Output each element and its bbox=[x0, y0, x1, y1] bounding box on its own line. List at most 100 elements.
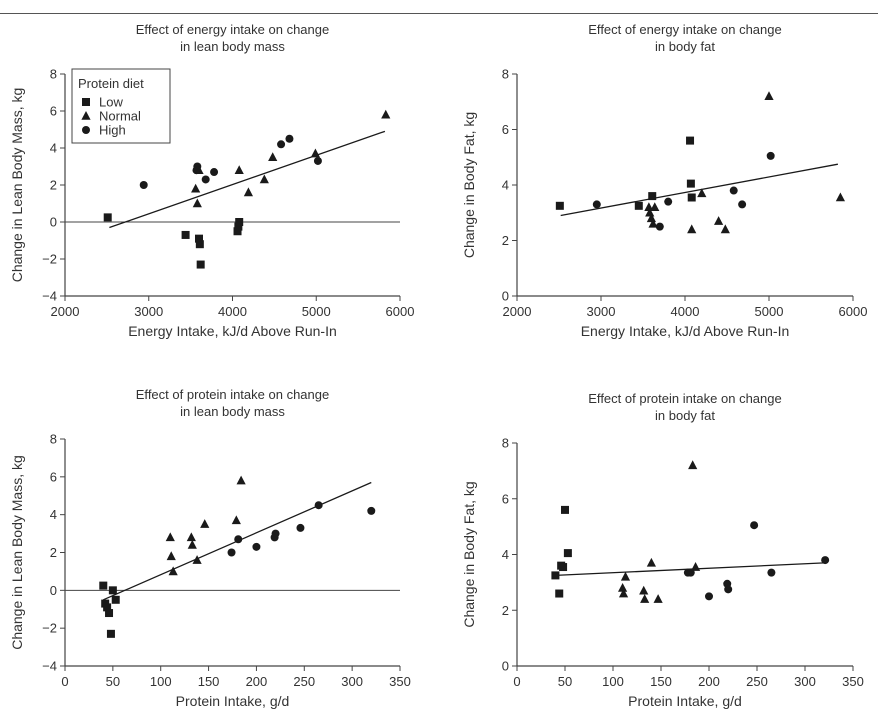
chart-2-point-high bbox=[314, 501, 323, 510]
chart-0-x-tick-label: 6000 bbox=[386, 304, 415, 319]
chart-1-point-low bbox=[555, 201, 564, 210]
chart-3-point-high bbox=[724, 585, 733, 594]
chart-1-point-normal bbox=[645, 207, 655, 217]
chart-3-x-tick-label: 350 bbox=[842, 674, 864, 689]
chart-3-point-normal bbox=[618, 588, 629, 598]
chart-3-y-tick-label: 6 bbox=[502, 491, 509, 506]
chart-2-y-tick-label: −4 bbox=[42, 659, 57, 674]
chart-1-series-low bbox=[555, 136, 696, 210]
chart-1-point-high bbox=[766, 151, 775, 160]
chart-3-title-line-0: Effect of protein intake on change bbox=[588, 391, 781, 406]
chart-2-x-axis-label: Protein Intake, g/d bbox=[176, 693, 290, 709]
chart-0-point-normal bbox=[192, 198, 202, 208]
chart-1-point-normal bbox=[687, 224, 697, 234]
chart-2-y-tick-label: 8 bbox=[50, 432, 57, 447]
chart-2-x-tick-label: 0 bbox=[61, 674, 68, 689]
chart-2-point-normal bbox=[236, 475, 246, 485]
chart-2-point-low bbox=[103, 603, 112, 612]
chart-1-y-tick-label: 4 bbox=[502, 178, 509, 193]
chart-2-panel: Effect of protein intake on change in lea… bbox=[9, 387, 411, 709]
chart-0-point-low bbox=[103, 213, 112, 222]
chart-0-trend-line bbox=[109, 130, 386, 229]
chart-0-y-tick-label: 2 bbox=[50, 178, 57, 193]
chart-0-y-axis-label: Change in Lean Body Mass, kg bbox=[9, 88, 25, 283]
chart-1-title-line-0: Effect of energy intake on change bbox=[588, 22, 781, 37]
chart-0-title-line-0: Effect of energy intake on change bbox=[136, 22, 329, 37]
chart-2-point-normal bbox=[200, 519, 210, 528]
chart-3-x-tick-label: 100 bbox=[602, 674, 624, 689]
chart-1-point-high bbox=[729, 186, 738, 195]
chart-2-title-line-1: in lean body mass bbox=[180, 404, 285, 419]
chart-0-title-line-1: in lean body mass bbox=[180, 39, 285, 54]
chart-0-x-axis-label: Energy Intake, kJ/d Above Run-In bbox=[128, 323, 337, 339]
chart-2-x-tick-label: 300 bbox=[341, 674, 363, 689]
chart-0-point-low bbox=[235, 218, 244, 226]
chart-2-point-low bbox=[111, 595, 120, 604]
chart-1-point-high bbox=[738, 200, 747, 209]
chart-0-point-high bbox=[201, 175, 210, 184]
chart-1-point-normal bbox=[650, 202, 660, 211]
chart-1-y-tick-label: 6 bbox=[502, 122, 509, 137]
chart-3-point-low bbox=[561, 505, 569, 514]
chart-0-point-high bbox=[139, 181, 148, 189]
chart-3-point-high bbox=[686, 568, 695, 577]
chart-0-legend-low-icon bbox=[82, 98, 90, 106]
chart-0-x-tick-label: 3000 bbox=[134, 304, 163, 319]
chart-1-point-low bbox=[648, 192, 657, 201]
chart-3-point-normal bbox=[690, 562, 701, 571]
chart-2-point-high bbox=[234, 535, 243, 544]
chart-1-x-tick-label: 2000 bbox=[503, 304, 532, 319]
chart-3-point-normal bbox=[618, 582, 628, 592]
chart-1-trend-line bbox=[560, 163, 838, 217]
chart-2-point-high bbox=[252, 542, 261, 551]
chart-3-point-low bbox=[555, 589, 564, 598]
chart-3-point-high bbox=[767, 568, 776, 577]
chart-0-point-high bbox=[193, 162, 202, 171]
chart-1-point-low bbox=[686, 179, 695, 188]
chart-0-legend-high-label: High bbox=[99, 123, 126, 138]
chart-1-series-high bbox=[592, 151, 775, 231]
chart-1-point-normal bbox=[835, 192, 845, 202]
chart-2-point-low bbox=[99, 581, 108, 590]
chart-1-point-high bbox=[655, 222, 664, 231]
chart-3-y-axis-label: Change in Body Fat, kg bbox=[461, 481, 477, 627]
chart-3-x-tick-label: 50 bbox=[558, 674, 572, 689]
chart-0-y-tick-label: 8 bbox=[50, 67, 57, 82]
chart-0-legend-title: Protein diet bbox=[78, 76, 144, 91]
chart-2-title-line-0: Effect of protein intake on change bbox=[136, 387, 329, 402]
chart-1-point-normal bbox=[644, 202, 654, 211]
chart-0-y-tick-label: −2 bbox=[42, 252, 57, 267]
chart-3-series-normal bbox=[618, 460, 701, 603]
chart-1-point-normal bbox=[648, 218, 658, 228]
chart-0-point-low bbox=[195, 240, 204, 249]
chart-2-y-tick-label: 2 bbox=[50, 545, 57, 560]
chart-1-point-high bbox=[664, 197, 673, 206]
chart-3-series-high bbox=[683, 521, 830, 601]
chart-3-panel: Effect of protein intake on change in bod… bbox=[461, 391, 864, 709]
chart-0-legend-high-icon bbox=[82, 126, 90, 134]
chart-3-point-high bbox=[705, 592, 713, 601]
chart-2-y-tick-label: 4 bbox=[50, 507, 57, 522]
chart-1-y-tick-label: 2 bbox=[502, 233, 509, 248]
chart-1-point-low bbox=[686, 136, 695, 145]
chart-0-point-normal bbox=[191, 183, 201, 193]
chart-0-point-normal bbox=[381, 109, 391, 119]
chart-2-x-tick-label: 150 bbox=[198, 674, 220, 689]
chart-2-y-axis-label: Change in Lean Body Mass, kg bbox=[9, 455, 25, 650]
chart-2-point-normal bbox=[186, 532, 196, 542]
chart-0-point-high bbox=[285, 134, 294, 143]
chart-0-point-normal bbox=[259, 174, 269, 184]
chart-0-x-tick-label: 2000 bbox=[51, 304, 80, 319]
chart-3-x-axis-label: Protein Intake, g/d bbox=[628, 693, 742, 709]
chart-3-point-normal bbox=[640, 594, 650, 603]
chart-2-y-tick-label: 0 bbox=[50, 583, 57, 598]
chart-0-x-tick-label: 5000 bbox=[302, 304, 331, 319]
chart-3-point-normal bbox=[653, 594, 663, 603]
chart-3-y-tick-label: 4 bbox=[502, 547, 509, 562]
chart-1-title-line-1: in body fat bbox=[655, 39, 715, 54]
chart-3-x-tick-label: 250 bbox=[746, 674, 768, 689]
chart-2-series-low bbox=[99, 581, 120, 638]
top-rule bbox=[0, 13, 878, 14]
chart-0-point-normal bbox=[234, 165, 244, 174]
